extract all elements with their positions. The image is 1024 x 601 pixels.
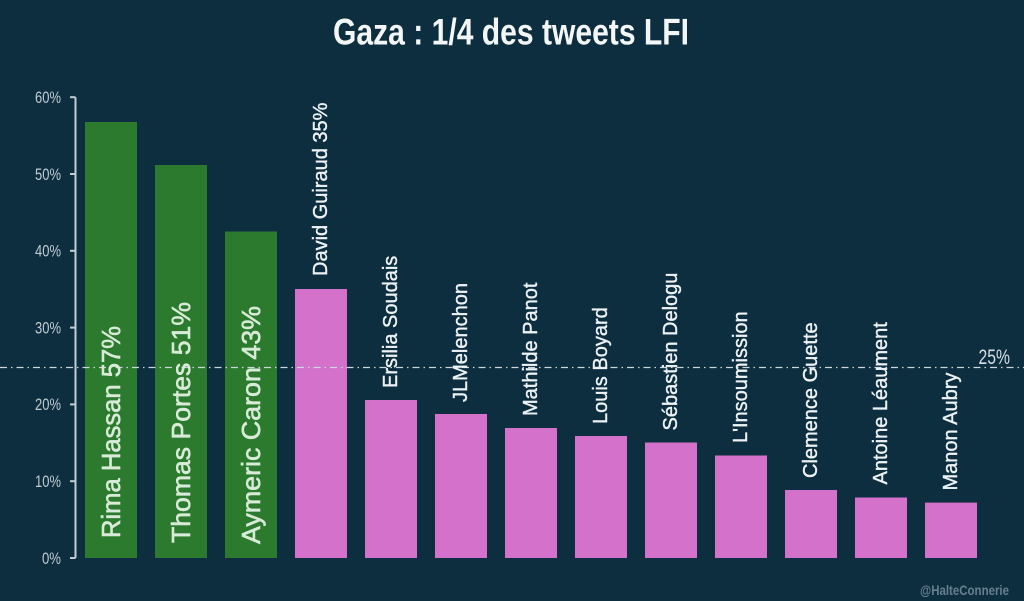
svg-text:10%: 10% [35, 473, 61, 491]
svg-text:60%: 60% [35, 89, 61, 107]
svg-text:0%: 0% [42, 550, 61, 568]
svg-text:50%: 50% [35, 166, 61, 184]
svg-text:JLMelenchon: JLMelenchon [450, 283, 472, 402]
svg-text:25%: 25% [979, 345, 1011, 369]
svg-text:30%: 30% [35, 319, 61, 337]
svg-text:Manon Aubry: Manon Aubry [940, 373, 962, 491]
svg-text:Aymeric Caron 43%: Aymeric Caron 43% [236, 306, 266, 544]
svg-text:@HalteConnerie: @HalteConnerie [920, 583, 1009, 598]
svg-text:Ersilia Soudais: Ersilia Soudais [380, 256, 402, 388]
svg-text:Antoine Léaument: Antoine Léaument [870, 322, 892, 485]
svg-text:Clemence Guette: Clemence Guette [800, 322, 822, 478]
svg-text:L'Insoumission: L'Insoumission [730, 311, 752, 443]
svg-text:Mathilde Panot: Mathilde Panot [520, 282, 542, 416]
svg-text:David Guiraud 35%: David Guiraud 35% [310, 102, 332, 276]
svg-text:Rima Hassan 57%: Rima Hassan 57% [96, 326, 126, 538]
svg-text:Louis Boyard: Louis Boyard [590, 307, 612, 424]
svg-text:Sébastien Delogu: Sébastien Delogu [660, 273, 682, 431]
svg-text:Thomas Portes 51%: Thomas Portes 51% [166, 302, 196, 543]
svg-text:20%: 20% [35, 396, 61, 414]
svg-text:40%: 40% [35, 243, 61, 261]
svg-text:Gaza : 1/4 des tweets LFI: Gaza : 1/4 des tweets LFI [333, 12, 689, 53]
